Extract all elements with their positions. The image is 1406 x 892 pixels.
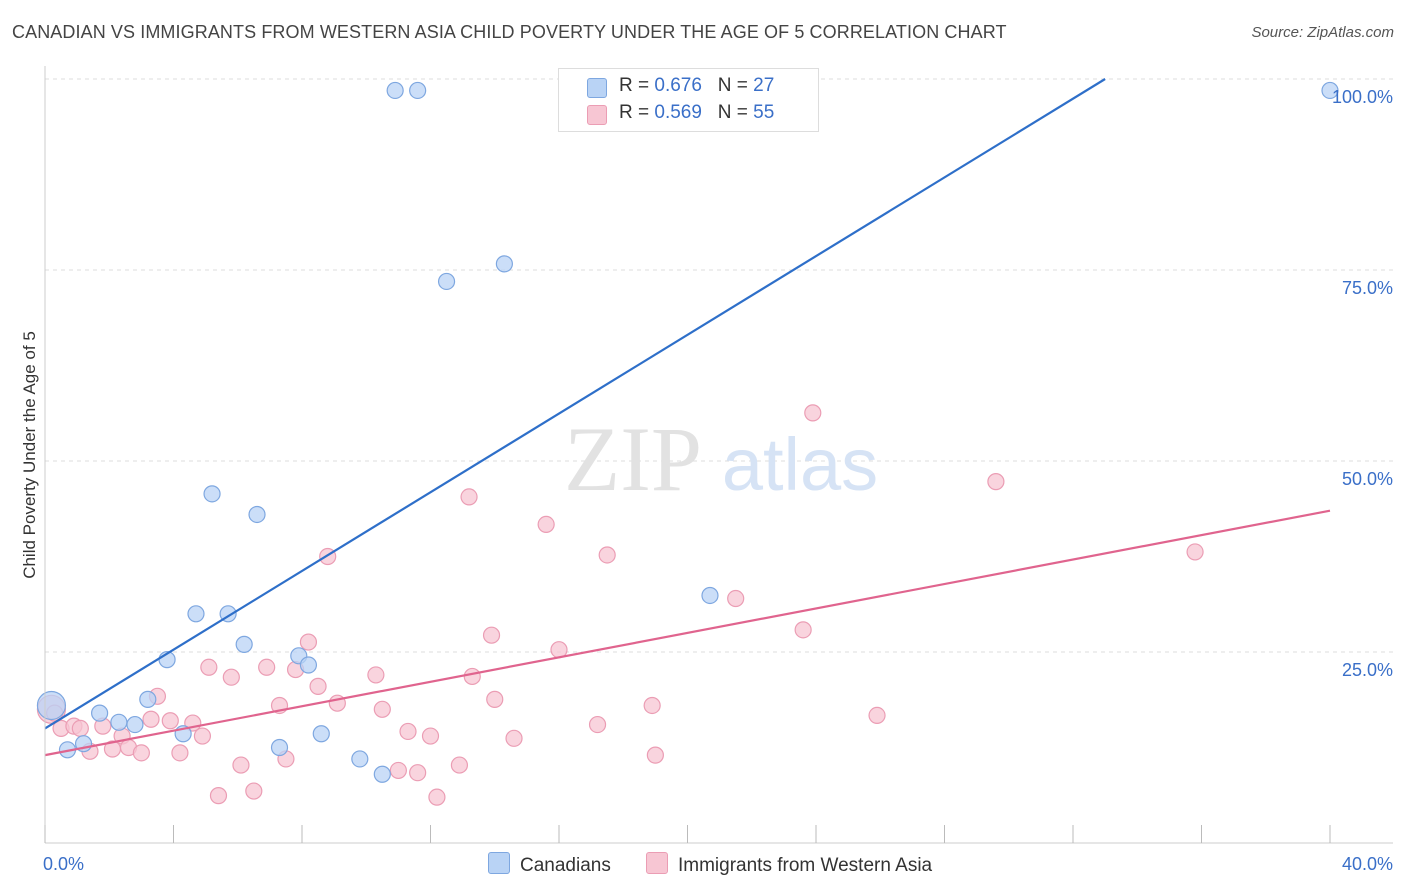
canadian-point (409, 81, 427, 100)
legend-r-value: 0.569 (654, 102, 702, 123)
immigrant-point (132, 744, 150, 762)
watermark-zip: ZIP (564, 408, 702, 510)
bottom-legend-immigrants: Immigrants from Western Asia (646, 852, 932, 877)
canadian-point (187, 605, 205, 623)
immigrant-point (482, 626, 501, 644)
immigrant-point (868, 706, 886, 725)
canadian-point (373, 765, 391, 783)
legend-n-value: 55 (753, 102, 775, 123)
legend-swatch-immigrants (587, 105, 607, 125)
immigrant-point (646, 746, 664, 764)
stats-legend: R = 0.676 N = 27 R = 0.569 N = 55 (558, 68, 819, 132)
grid-layer (45, 78, 1393, 653)
watermark: ZIP atlas (564, 408, 878, 510)
canadian-point (495, 255, 513, 273)
canadian-point (701, 586, 719, 605)
y-tick-label: 50.0% (1342, 469, 1393, 489)
immigrant-point (643, 696, 661, 715)
x-tick-label: 40.0% (1342, 854, 1393, 874)
canadian-point (110, 713, 128, 731)
source-label: Source: ZipAtlas.com (1251, 24, 1394, 41)
immigrant-point (987, 473, 1005, 491)
legend-n-label: N = (717, 102, 754, 123)
bottom-legend-label: Canadians (520, 855, 611, 876)
axis-layer: 25.0% 50.0% 75.0% 100.0% 0.0% 40.0% (43, 66, 1393, 874)
canadian-point (91, 704, 109, 722)
canadian-point (270, 738, 289, 757)
bottom-legend-canadians: Canadians (488, 852, 611, 877)
legend-n-value: 27 (753, 75, 775, 96)
immigrant-point (142, 710, 160, 728)
immigrant-point (245, 782, 263, 800)
bottom-legend-swatch-immigrants (646, 852, 668, 874)
chart-title: CANADIAN VS IMMIGRANTS FROM WESTERN ASIA… (12, 22, 1007, 42)
canadian-point (203, 485, 221, 503)
immigrant-point (258, 658, 276, 676)
canadian-point (248, 505, 266, 524)
immigrant-point (232, 756, 250, 774)
canadian-point (36, 690, 67, 721)
immigrant-point (367, 666, 385, 684)
canadians-trend-line (44, 78, 1106, 730)
immigrant-point (399, 722, 417, 741)
immigrant-point (505, 729, 523, 747)
trend-lines (44, 78, 1331, 757)
immigrant-point (450, 756, 469, 774)
immigrant-point (460, 488, 478, 506)
legend-r-value: 0.676 (654, 75, 702, 96)
canadian-point (386, 81, 404, 100)
canadian-point (1321, 81, 1339, 100)
immigrant-point (222, 668, 240, 686)
immigrants-points (36, 404, 1204, 806)
immigrant-point (598, 546, 616, 564)
y-tick-label: 75.0% (1342, 278, 1393, 298)
immigrant-point (171, 744, 189, 762)
legend-swatch-canadians (587, 78, 607, 98)
y-tick-label: 100.0% (1332, 87, 1393, 107)
canadian-point (126, 715, 144, 734)
immigrant-point (373, 700, 391, 718)
legend-r-label: R = (619, 75, 655, 96)
immigrant-point (161, 712, 179, 730)
x-tick-label: 0.0% (43, 854, 84, 874)
y-tick-label: 25.0% (1342, 660, 1393, 680)
canadian-point (299, 656, 318, 674)
immigrant-point (200, 658, 218, 676)
bottom-legend-swatch-canadians (488, 852, 510, 874)
immigrant-point (389, 761, 407, 780)
watermark-atlas: atlas (722, 423, 878, 506)
canadian-point (312, 725, 330, 743)
canadian-point (139, 690, 157, 708)
immigrant-point (727, 589, 745, 608)
immigrant-point (193, 727, 212, 745)
immigrant-point (428, 788, 446, 806)
immigrant-point (299, 633, 318, 651)
canadian-point (235, 635, 253, 653)
immigrant-point (463, 667, 481, 686)
canadian-point (437, 272, 456, 291)
immigrant-point (71, 719, 89, 738)
immigrant-point (804, 404, 822, 422)
immigrant-point (1186, 543, 1204, 561)
immigrant-point (588, 715, 607, 734)
immigrant-point (309, 677, 327, 695)
legend-n-label: N = (717, 75, 754, 96)
immigrant-point (421, 727, 440, 745)
canadian-point (351, 750, 369, 768)
immigrant-point (209, 787, 228, 805)
immigrant-point (537, 515, 555, 534)
bottom-legend-label: Immigrants from Western Asia (678, 855, 933, 876)
legend-r-label: R = (619, 102, 655, 123)
immigrant-point (486, 690, 504, 708)
immigrants-trend-line (44, 509, 1331, 757)
immigrant-point (794, 621, 812, 639)
immigrant-point (409, 764, 427, 782)
